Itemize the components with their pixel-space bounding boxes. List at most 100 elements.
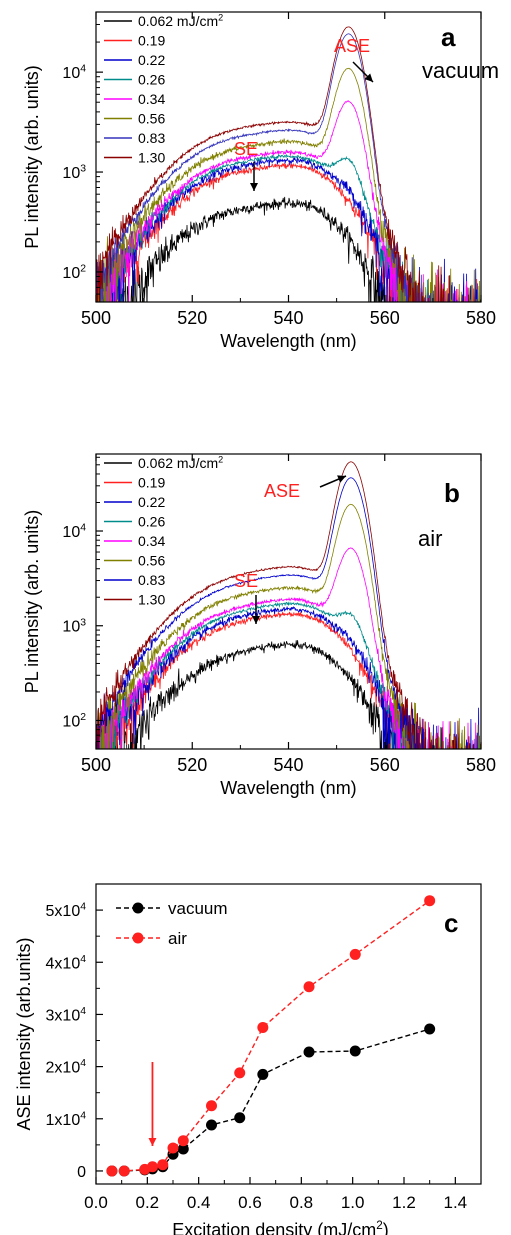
panel-a-series-line <box>96 162 481 302</box>
panel-a-y-tick-label: 102 <box>62 264 86 282</box>
panel-c-x-tick-label: 0.2 <box>136 1193 160 1212</box>
panel-a-x-tick-label: 580 <box>466 308 496 328</box>
panel-b-legend-label: 0.56 <box>138 553 165 569</box>
panel-a-y-tick-label: 104 <box>62 64 86 82</box>
panel-b-panel: 500 520 540 560 580 102 103 104 Wavelength (nm) P… <box>22 453 496 798</box>
panel-a-legend-label: 0.56 <box>138 111 165 127</box>
panel-a-legend-label: 0.83 <box>138 130 165 146</box>
panel-a-x-axis-label: Wavelength (nm) <box>220 331 356 351</box>
panel-b-legend-label: 1.30 <box>138 592 165 608</box>
panel-c-legend-marker <box>132 902 144 914</box>
panel-c-series-line <box>111 1028 430 1172</box>
panel-a-legend-label: 0.19 <box>138 33 165 49</box>
panel-c-point <box>424 1023 436 1035</box>
panel-b-legend-label: 0.34 <box>138 533 165 549</box>
panel-c-point <box>206 1100 217 1112</box>
panel-a-ase-label: ASE <box>334 36 370 56</box>
panel-b-x-tick-label: 560 <box>370 755 400 775</box>
panel-c-point <box>349 1045 361 1057</box>
panel-c-point <box>303 1046 315 1058</box>
panel-b-legend-label: 0.83 <box>138 572 165 588</box>
panel-c-x-tick-label: 0.6 <box>238 1193 262 1212</box>
panel-b-x-tick-label: 500 <box>81 755 111 775</box>
panel-b-ase-arrow <box>319 475 347 488</box>
panel-c-point <box>349 948 361 960</box>
panel-a-ase-arrow <box>352 61 374 83</box>
panel-c-y-tick-label: 0 <box>77 1164 86 1181</box>
panel-c-point <box>424 895 436 907</box>
panel-b-series-line <box>96 610 481 749</box>
panel-c-threshold-arrow <box>148 1062 157 1146</box>
panel-a-series-line <box>96 26 480 302</box>
panel-a-ase-arrow-head <box>364 73 373 82</box>
panel-c-y-tick-label: 3x104 <box>46 1006 87 1024</box>
panel-c-y-tick-label: 2x104 <box>46 1058 87 1076</box>
panel-c-point <box>257 1021 269 1033</box>
panel-a-legend-label: 0.22 <box>138 52 165 68</box>
panel-c-x-tick-label: 0.4 <box>187 1193 211 1212</box>
panel-a-se-arrow <box>250 162 258 191</box>
panel-b-legend-label: 0.26 <box>138 514 165 530</box>
panel-c-point <box>257 1068 269 1080</box>
panel-c-point <box>234 1112 246 1124</box>
panel-a-y-axis-label: PL intensity (arb. units) <box>22 65 42 248</box>
panel-b-series-line <box>96 461 474 749</box>
panel-b-y-tick-label: 102 <box>62 712 86 730</box>
panel-c-point <box>118 1165 130 1177</box>
panel-b-se-arrow-head <box>252 616 260 624</box>
panel-a-legend-label: 1.30 <box>138 150 165 166</box>
panel-a-series-line <box>96 33 479 302</box>
panel-b-y-tick-label: 103 <box>62 617 86 635</box>
panel-c-y-tick-label: 1x104 <box>46 1110 87 1128</box>
panel-a-condition: vacuum <box>422 58 499 83</box>
panel-c-series-line <box>111 900 431 1172</box>
panel-a-legend-label: 0.34 <box>138 91 165 107</box>
panel-a-panel: 500 520 540 560 580 102 103 104 Wavelength (nm) P… <box>22 11 496 351</box>
panel-c-point <box>177 1135 189 1147</box>
panel-c-x-axis-label: Excitation density (mJ/cm2) <box>172 1219 389 1235</box>
panel-c-point <box>234 1067 246 1079</box>
panel-a-series-line <box>96 100 479 302</box>
panel-c-legend-label: vacuum <box>168 899 228 918</box>
panel-b-x-tick-label: 580 <box>466 755 496 775</box>
panel-c-legend-label: air <box>168 929 187 948</box>
panel-c-point <box>303 981 315 993</box>
panel-c-y-tick-label: 5x104 <box>46 902 87 920</box>
panel-a-se-arrow-head <box>250 183 258 191</box>
panel-b-legend-label: 0.062 mJ/cm2 <box>138 454 223 471</box>
panel-a-series-line <box>96 153 468 302</box>
panel-b-se-arrow <box>252 595 260 624</box>
panel-b-series-line <box>96 547 477 749</box>
panel-a-x-tick-label: 540 <box>273 308 303 328</box>
panel-c-legend-marker <box>132 932 144 944</box>
panel-b-x-tick-label: 520 <box>177 755 207 775</box>
panel-b-label: b <box>444 478 460 508</box>
panel-b-legend-label: 0.19 <box>138 475 165 491</box>
panel-c-label: c <box>444 908 458 938</box>
panel-c-point <box>206 1119 217 1131</box>
panel-a-x-tick-label: 520 <box>177 308 207 328</box>
panel-a-series-line <box>96 157 479 302</box>
panel-a-legend-label: 0.26 <box>138 72 165 88</box>
panel-a-x-tick-label: 560 <box>370 308 400 328</box>
panel-c-plot-frame <box>95 883 482 1185</box>
panel-c-point <box>167 1142 179 1154</box>
panel-b-series-line <box>97 640 481 749</box>
panel-b-x-tick-label: 540 <box>273 755 303 775</box>
panel-c-x-tick-label: 1.2 <box>392 1193 416 1212</box>
panel-c-panel: 0.0 0.2 0.4 0.6 0.8 1.0 1.2 1.4 0 1x104 2x104 3x104… <box>14 883 482 1235</box>
panel-c-threshold-arrow-head <box>148 1138 157 1146</box>
panel-b-condition: air <box>418 526 442 551</box>
panel-b-series-line <box>96 477 478 749</box>
panel-a-plot-area <box>96 26 481 302</box>
panel-c-y-axis-label: ASE intensity (arb.units) <box>14 937 34 1130</box>
panel-c-point <box>157 1159 169 1171</box>
panel-a-x-tick-label: 500 <box>81 308 111 328</box>
panel-b-legend-label: 0.22 <box>138 494 165 510</box>
panel-b-x-axis-label: Wavelength (nm) <box>220 778 356 798</box>
panel-a-y-tick-label: 103 <box>62 164 86 182</box>
panel-a-legend-label: 0.062 mJ/cm2 <box>138 12 223 29</box>
panel-c-point <box>146 1161 158 1173</box>
panel-c-x-tick-label: 0.0 <box>84 1193 108 1212</box>
